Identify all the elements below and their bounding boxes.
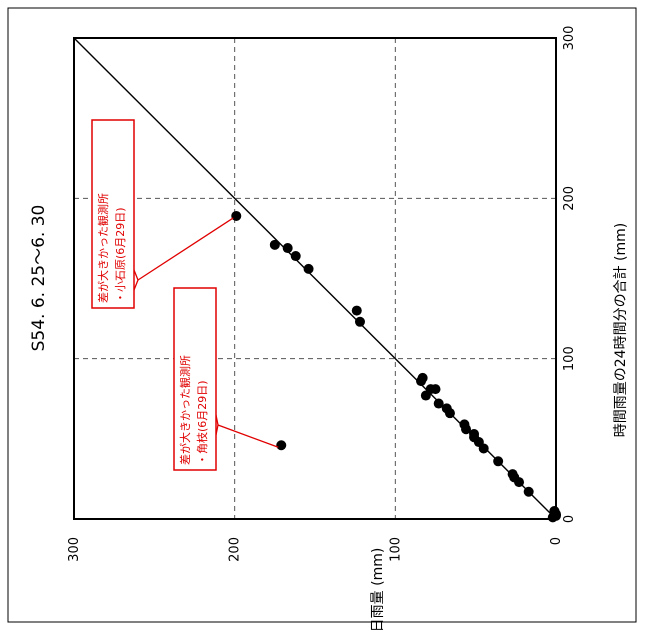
- data-point: [523, 486, 534, 497]
- annotation-pointer: [133, 269, 139, 291]
- data-point: [459, 419, 470, 430]
- data-point: [231, 210, 242, 221]
- annotation-box: [173, 287, 217, 471]
- grid: [74, 38, 556, 519]
- data-point: [430, 384, 441, 395]
- data-point: [417, 372, 428, 383]
- y-tick-label-0: 0: [549, 537, 564, 545]
- data-point: [290, 251, 301, 262]
- annotation-box: [91, 119, 135, 309]
- y-tick-label-100: 100: [388, 537, 403, 562]
- annotation-callout-2: 差が大きかった観測所 ・角枝(6月29日): [173, 287, 279, 471]
- annotation-text: ・角枝(6月29日): [195, 380, 209, 465]
- annotation-leader: [137, 217, 234, 281]
- annotation-callout-1: 差が大きかった観測所 ・小石原(6月29日): [91, 119, 234, 309]
- data-point: [303, 263, 314, 274]
- annotation-text: ・小石原(6月29日): [114, 207, 127, 303]
- x-tick-label-100: 100: [562, 346, 577, 371]
- y-axis-label: 日雨量 (mm): [370, 548, 386, 631]
- data-points: [231, 210, 561, 523]
- data-point: [549, 505, 560, 516]
- data-point: [354, 316, 365, 327]
- y-tick-label-300: 300: [67, 537, 82, 562]
- x-tick-label-300: 300: [562, 26, 577, 51]
- tick-labels: 0 100 200 300 0 100 200 300: [67, 26, 577, 562]
- outer-frame: [7, 7, 637, 623]
- data-point: [276, 440, 287, 451]
- data-point: [441, 403, 452, 414]
- data-point: [433, 398, 444, 409]
- chart-title: S54. 6. 25～6. 30: [29, 205, 49, 352]
- data-point: [469, 429, 480, 440]
- data-point: [269, 239, 280, 250]
- x-tick-label-200: 200: [562, 186, 577, 211]
- annotation-text: 差が大きかった観測所: [178, 355, 192, 465]
- plot-area-frame: [73, 37, 557, 520]
- annotation-text: 差が大きかった観測所: [96, 193, 110, 303]
- y-tick-label-200: 200: [228, 537, 243, 562]
- annotations: 差が大きかった観測所 ・小石原(6月29日)差が大きかった観測所 ・角枝(6月29日…: [91, 119, 279, 471]
- data-point: [493, 456, 504, 467]
- data-point: [351, 305, 362, 316]
- x-tick-label-0: 0: [562, 515, 577, 523]
- annotation-leader: [217, 424, 279, 448]
- x-axis-label: 時間雨量の24時間分の合計 (mm): [613, 223, 629, 437]
- data-point: [282, 243, 293, 254]
- data-point: [507, 469, 518, 480]
